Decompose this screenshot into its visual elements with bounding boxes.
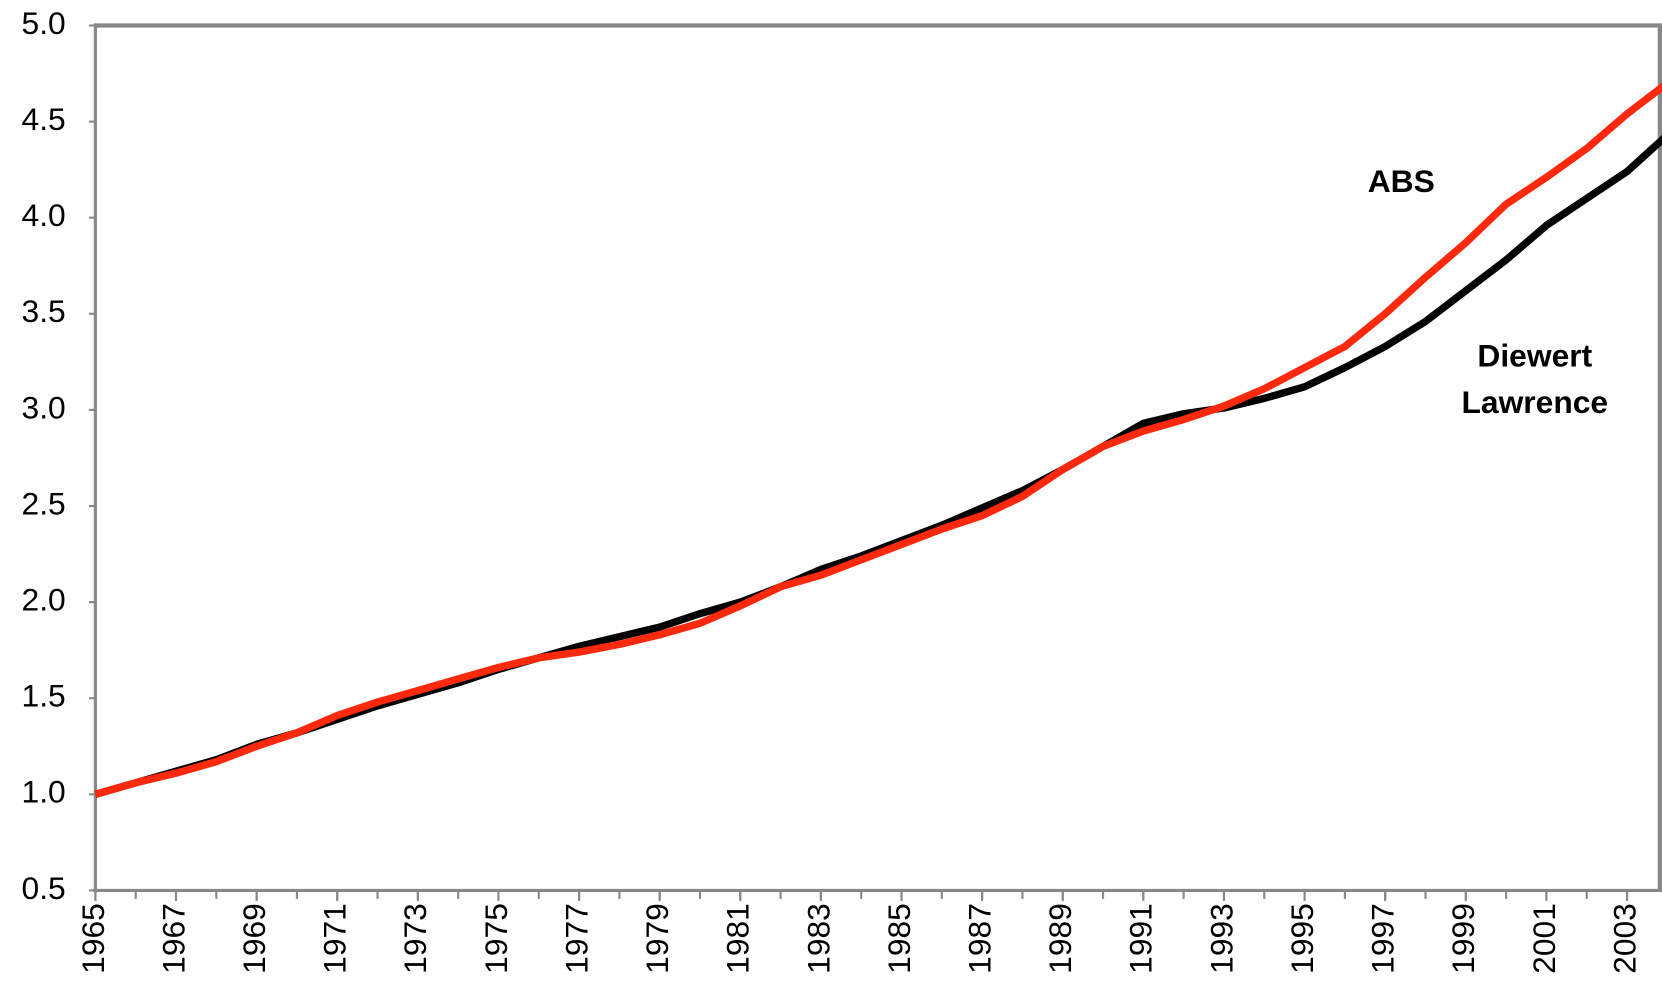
x-tick-label: 1967 (155, 903, 191, 974)
y-tick-label: 3.0 (22, 389, 66, 425)
x-tick-label: 1969 (236, 903, 272, 974)
series-label: ABS (1368, 163, 1435, 199)
y-tick-label: 2.0 (22, 581, 66, 617)
x-tick-label: 1999 (1445, 903, 1481, 974)
x-tick-label: 1989 (1042, 903, 1078, 974)
x-tick-label: 1973 (397, 903, 433, 974)
y-tick-label: 1.0 (22, 774, 66, 810)
y-tick-label: 0.5 (22, 870, 66, 906)
y-tick-label: 5.0 (22, 5, 66, 41)
x-tick-label: 2003 (1606, 903, 1642, 974)
y-tick-label: 4.5 (22, 101, 66, 137)
x-tick-label: 1965 (75, 903, 111, 974)
y-tick-label: 4.0 (22, 197, 66, 233)
series-line (94, 134, 1662, 798)
x-tick-label: 1977 (558, 903, 594, 974)
x-tick-label: 1997 (1365, 903, 1401, 974)
x-tick-label: 1993 (1203, 903, 1239, 974)
y-tick-label: 2.5 (22, 485, 66, 521)
x-tick-label: 1985 (881, 903, 917, 974)
x-tick-label: 1995 (1284, 903, 1320, 974)
y-tick-label: 3.5 (22, 293, 66, 329)
x-tick-label: 1991 (1123, 903, 1159, 974)
x-tick-label: 1979 (639, 903, 675, 974)
x-tick-label: 1975 (478, 903, 514, 974)
x-tick-label: 1971 (317, 903, 353, 974)
x-tick-label: 1987 (962, 903, 998, 974)
series-line (94, 82, 1662, 798)
x-tick-label: 1981 (720, 903, 756, 974)
y-tick-label: 1.5 (22, 678, 66, 714)
series-label: Diewert Lawrence (1461, 338, 1608, 421)
x-tick-label: 2001 (1526, 903, 1562, 974)
x-tick-label: 1983 (800, 903, 836, 974)
